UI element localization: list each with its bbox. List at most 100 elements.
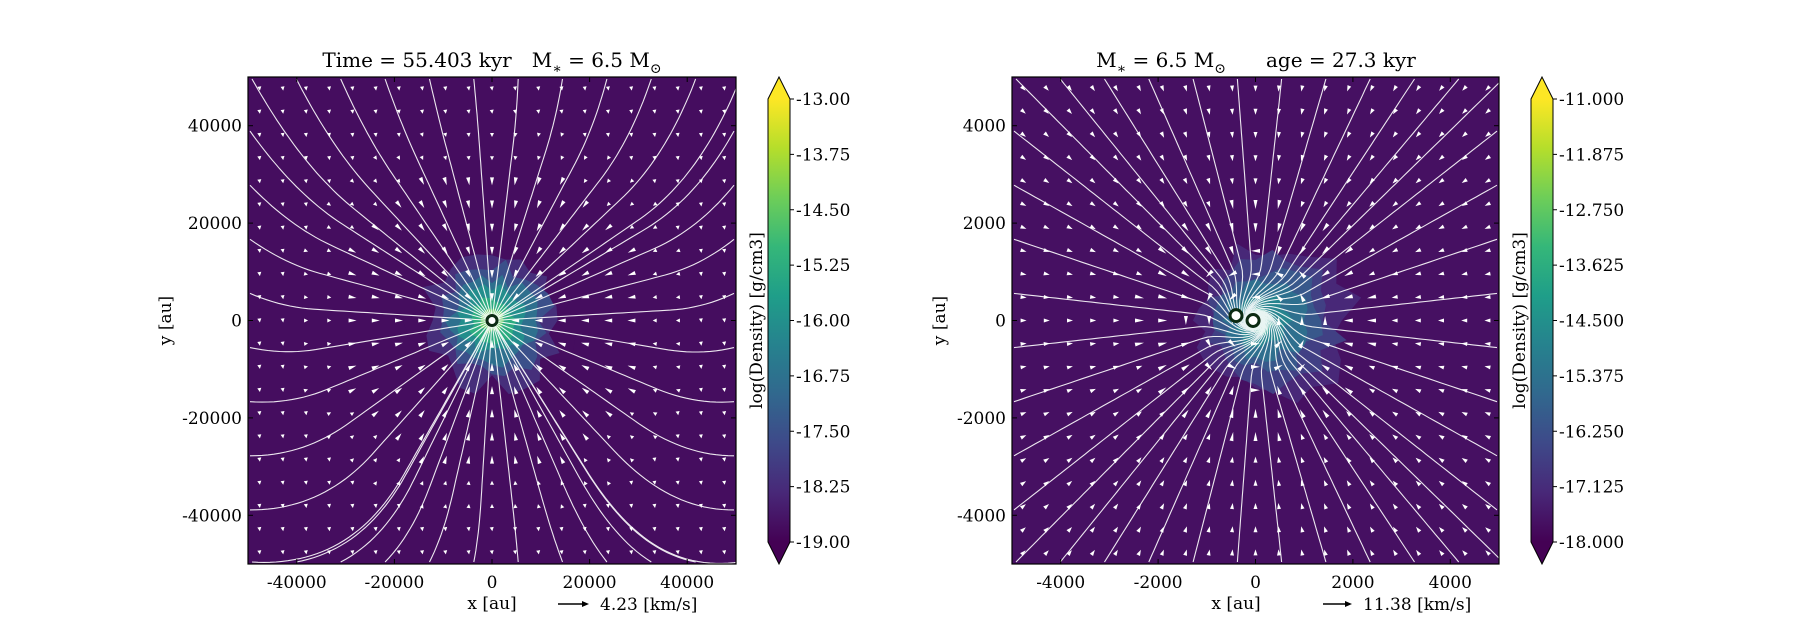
velocity-arrow (557, 294, 567, 299)
velocity-arrow (1415, 177, 1422, 184)
velocity-arrow (257, 109, 262, 114)
velocity-arrow (1251, 388, 1260, 393)
velocity-arrow (1229, 385, 1234, 395)
velocity-arrow (1020, 550, 1026, 556)
velocity-arrow (514, 386, 519, 395)
streamline (1249, 312, 1327, 563)
velocity-arrow (1392, 131, 1398, 138)
velocity-arrow (1043, 365, 1050, 370)
title-solar-symbol: ⊙ (1214, 61, 1226, 77)
velocity-arrow (1415, 247, 1422, 253)
velocity-arrow (557, 342, 567, 347)
plot-area (248, 77, 736, 564)
velocity-arrow (1484, 318, 1491, 323)
velocity-arrows (1020, 85, 1491, 556)
velocity-arrow (441, 386, 448, 395)
velocity-arrow (557, 318, 566, 323)
velocity-arrow (1113, 294, 1120, 299)
velocity-arrow (676, 365, 681, 370)
streamline (491, 130, 735, 321)
velocity-arrow (350, 480, 355, 485)
velocity-arrow (1157, 294, 1168, 299)
velocity-arrow (490, 409, 494, 418)
velocity-arrow (675, 342, 681, 346)
velocity-arrow (303, 86, 308, 91)
velocity-arrow (558, 270, 567, 277)
velocity-arrow (1251, 364, 1260, 369)
velocity-arrow (417, 294, 427, 299)
velocity-arrow (559, 456, 566, 465)
colorbar-tick-label: -16.00 (796, 312, 850, 332)
velocity-arrow (584, 155, 588, 160)
streamline (1104, 314, 1266, 563)
velocity-arrow (396, 458, 401, 463)
velocity-arrow (326, 365, 332, 370)
streamline (1059, 78, 1262, 330)
velocity-arrow (698, 387, 703, 392)
velocity-arrow (1136, 154, 1142, 161)
velocity-arrow (1136, 434, 1142, 440)
y-axis-label: y [au] (930, 296, 950, 346)
velocity-arrow (652, 295, 657, 299)
x-tick-label: 0 (1250, 573, 1261, 593)
velocity-arrow (1182, 154, 1188, 161)
velocity-arrow (1299, 293, 1306, 303)
velocity-arrow (490, 455, 494, 464)
velocity-arrow (582, 132, 587, 137)
right-panel: -4000 -2000 0 2000 4000 -4000 -2000 0 2000 4000 x … (930, 48, 1624, 615)
velocity-arrow (512, 293, 520, 301)
velocity-arrow (441, 318, 450, 323)
velocity-arrow (698, 457, 703, 462)
velocity-arrow (304, 318, 309, 323)
velocity-arrow (466, 177, 471, 186)
velocity-arrow (1369, 177, 1375, 184)
streamline (1148, 78, 1262, 329)
velocity-arrow (1370, 85, 1375, 92)
velocity-arrow (652, 342, 657, 346)
velocity-arrow (1136, 457, 1142, 464)
velocity-arrow (1323, 433, 1329, 441)
velocity-arrow (1461, 458, 1468, 463)
velocity-arrow (1112, 457, 1119, 464)
velocity-arrow (1438, 365, 1445, 370)
velocity-arrow (1415, 388, 1422, 394)
velocity-arrow (1300, 154, 1305, 162)
velocity-arrow (582, 433, 589, 441)
y-tick-label: 20000 (188, 214, 242, 234)
velocity-arrow (722, 271, 727, 277)
velocity-arrow (536, 409, 543, 418)
velocity-arrow (1043, 318, 1050, 323)
streamline (1104, 78, 1262, 329)
velocity-arrow (675, 179, 680, 184)
velocity-arrow (349, 225, 355, 229)
velocity-arrow (1276, 316, 1281, 325)
velocity-arrow (466, 109, 471, 114)
velocity-arrow (1066, 550, 1072, 556)
velocity-arrow (559, 200, 566, 208)
velocity-arrow (1159, 457, 1165, 464)
velocity-arrow (1438, 224, 1445, 230)
velocity-arrow (1159, 411, 1165, 417)
velocity-arrow (1485, 131, 1491, 137)
velocity-arrow (1324, 549, 1328, 556)
velocity-arrow (605, 86, 610, 91)
velocity-arrow (1485, 527, 1491, 533)
velocity-arrow (1181, 246, 1190, 255)
velocity-arrow (582, 223, 590, 231)
velocity-arrow (627, 342, 636, 347)
velocity-arrow (1344, 246, 1354, 254)
velocity-arrow (350, 550, 355, 555)
colorbar-tick-label: -13.00 (796, 90, 850, 110)
velocity-arrow (418, 246, 426, 254)
velocity-arrow (303, 503, 308, 508)
velocity-arrow (1229, 432, 1234, 442)
velocity-arrow (1228, 270, 1238, 277)
streamline (1248, 309, 1498, 403)
velocity-arrow (1462, 527, 1468, 533)
velocity-arrow (675, 109, 680, 114)
velocity-arrows (257, 86, 727, 555)
velocity-arrow (1112, 388, 1119, 394)
velocity-arrow (326, 201, 331, 206)
velocity-arrow (1089, 224, 1096, 230)
velocity-arrow (1346, 131, 1352, 138)
